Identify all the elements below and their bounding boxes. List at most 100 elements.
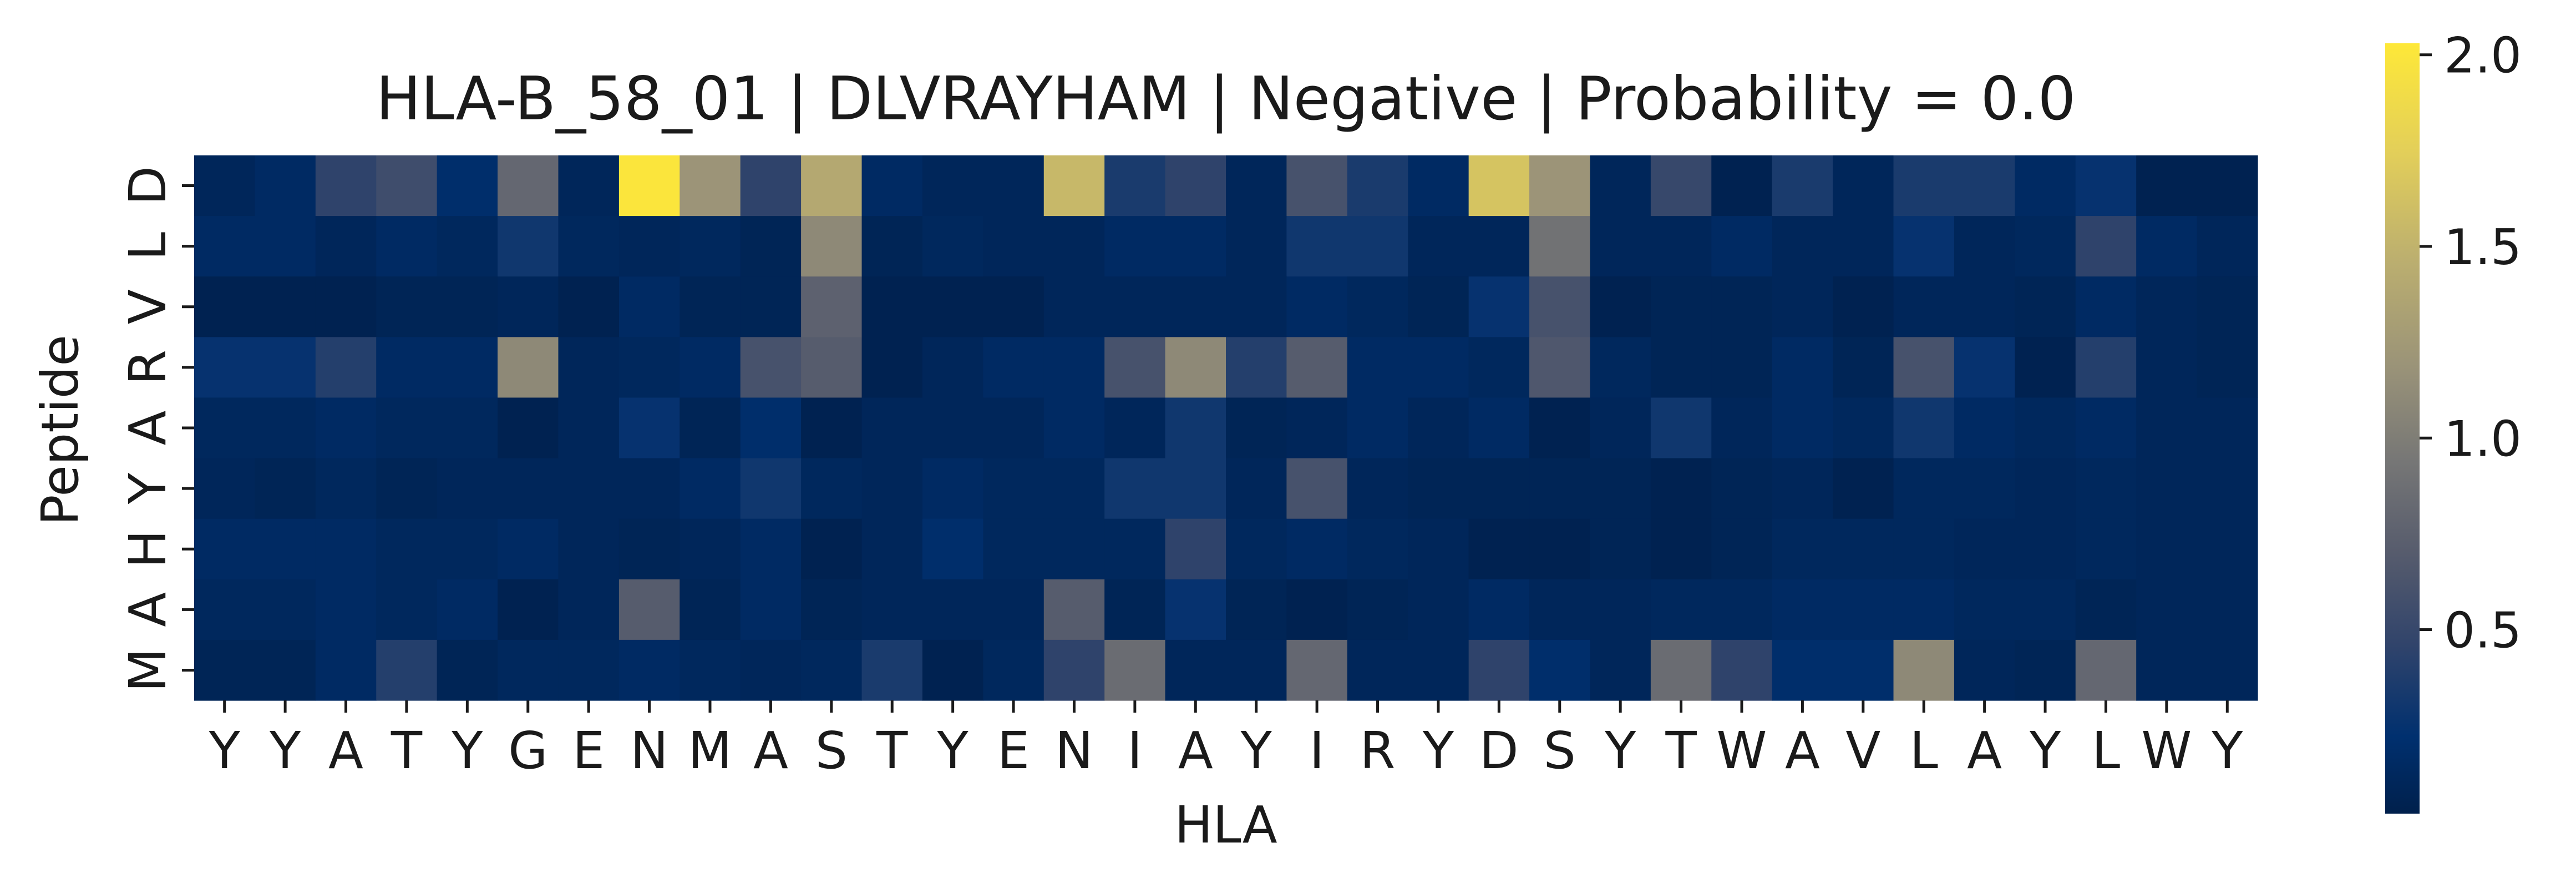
y-tick-labels: DLVRAYHAM [118,166,194,692]
heatmap-cell [1347,458,1408,519]
heatmap-cell [2075,579,2137,640]
heatmap-cell [558,458,620,519]
heatmap-cell [1226,337,1287,398]
heatmap-cell [2075,639,2137,701]
x-tick-label: D [1479,721,1519,780]
heatmap-cell [1468,458,1530,519]
heatmap-cell [255,518,316,580]
heatmap-cell [498,276,559,337]
heatmap-cell [618,579,680,640]
heatmap-cell [1772,216,1833,277]
heatmap-cell [1590,639,1651,701]
heatmap-cell [1711,276,1773,337]
heatmap-cell [1893,579,1955,640]
heatmap-cell [1104,216,1166,277]
colorbar-tick-label: 2.0 [2444,27,2522,84]
heatmap-cell [1833,579,1894,640]
heatmap-cell [1165,155,1226,216]
heatmap-cell [1226,518,1287,580]
heatmap-cell [1408,276,1469,337]
heatmap-cell [1954,458,2015,519]
x-tick-label: N [1055,721,1093,780]
heatmap-cell [1529,397,1591,459]
heatmap-cell [2075,337,2137,398]
heatmap-cell [740,579,802,640]
heatmap-cell [2015,337,2076,398]
heatmap-cell [1408,639,1469,701]
heatmap-cell [1226,276,1287,337]
heatmap-cell [983,518,1044,580]
heatmap-cell [1833,397,1894,459]
x-tick-label: I [1310,721,1325,780]
heatmap-cells [194,155,2258,701]
heatmap-cell [2197,276,2258,337]
heatmap-cell [376,276,438,337]
heatmap-cell [1347,639,1408,701]
heatmap-cell [1650,397,1712,459]
heatmap-cell [255,276,316,337]
heatmap-cell [740,458,802,519]
heatmap-cell [740,337,802,398]
heatmap-cell [740,397,802,459]
heatmap-cell [1468,276,1530,337]
y-axis-label: Peptide [31,335,90,526]
heatmap-cell [1590,155,1651,216]
heatmap-cell [1772,518,1833,580]
heatmap-cell [1954,639,2015,701]
heatmap-cell [1043,579,1105,640]
heatmap-cell [1347,397,1408,459]
heatmap-cell [498,337,559,398]
heatmap-cell [1043,458,1105,519]
heatmap-cell [1408,518,1469,580]
heatmap-cell [315,337,377,398]
heatmap-cell [801,518,863,580]
heatmap-cell [1226,155,1287,216]
heatmap-cell [498,579,559,640]
heatmap-cell [1468,216,1530,277]
heatmap-cell [1529,276,1591,337]
heatmap-cell [437,276,498,337]
heatmap-cell [1650,337,1712,398]
heatmap-cell [1286,639,1348,701]
heatmap-cell [680,639,741,701]
heatmap-cell [2075,397,2137,459]
x-tick-label: S [815,721,848,780]
heatmap-cell [1772,458,1833,519]
heatmap-cell [1347,155,1408,216]
heatmap-cell [315,216,377,277]
heatmap-cell [376,216,438,277]
heatmap-cell [861,397,923,459]
heatmap-cell [1954,216,2015,277]
heatmap-cell [558,579,620,640]
heatmap-cell [1711,639,1773,701]
heatmap-cell [922,397,983,459]
heatmap-cell [2197,337,2258,398]
heatmap-cell [498,458,559,519]
heatmap-cell [618,397,680,459]
x-tick-label: E [997,721,1030,780]
heatmap-cell [983,155,1044,216]
x-tick-label: Y [937,721,969,780]
heatmap-cell [2075,216,2137,277]
heatmap-cell [1165,458,1226,519]
heatmap-cell [1468,337,1530,398]
heatmap-cell [2136,337,2198,398]
x-tick-label: Y [209,721,241,780]
heatmap-cell [618,458,680,519]
heatmap-cell [558,337,620,398]
x-tick-label: L [1910,721,1938,780]
heatmap-cell [1893,458,1955,519]
heatmap-cell [315,518,377,580]
heatmap-cell [1954,337,2015,398]
heatmap-cell [922,639,983,701]
heatmap-cell [680,458,741,519]
y-tick-label: L [118,232,178,260]
heatmap-cell [1468,518,1530,580]
heatmap-cell [194,518,256,580]
heatmap-cell [1408,216,1469,277]
heatmap-cell [801,276,863,337]
heatmap-cell [1650,579,1712,640]
heatmap-cell [1347,337,1408,398]
